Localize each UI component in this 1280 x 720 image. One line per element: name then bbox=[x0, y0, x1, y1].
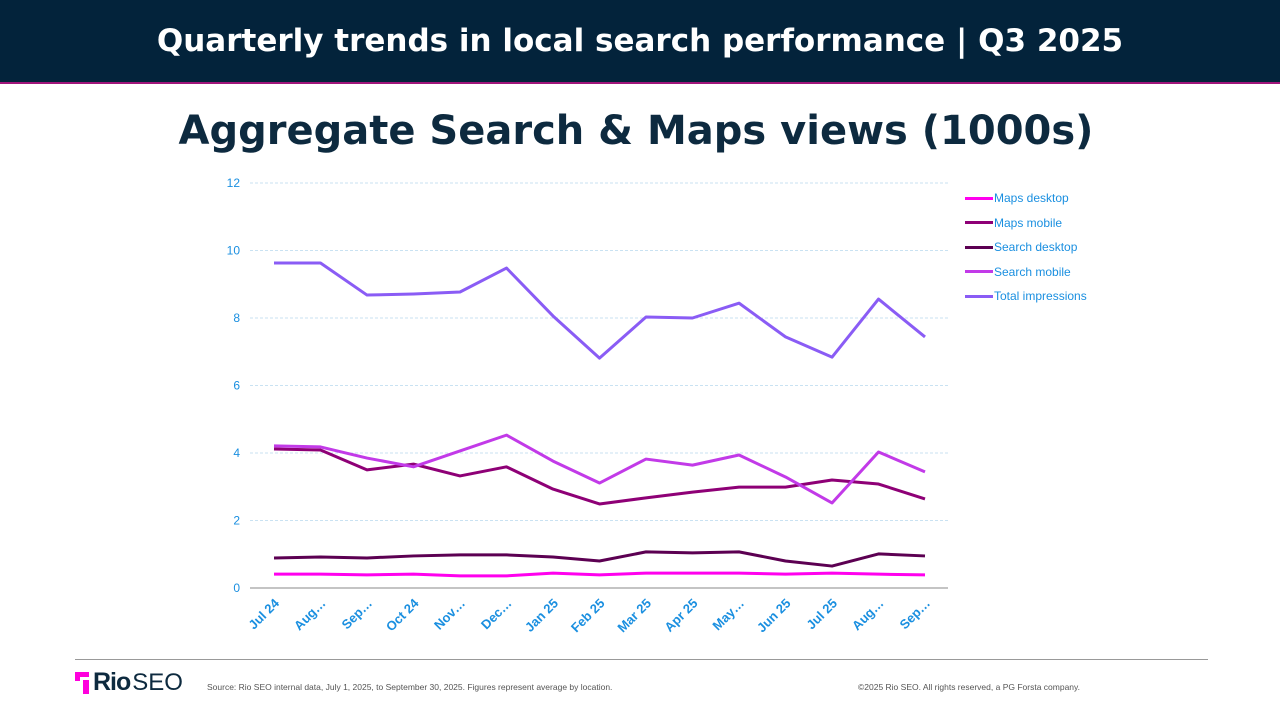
header-title: Quarterly trends in local search perform… bbox=[156, 23, 1124, 59]
x-tick-label: Feb 25 bbox=[568, 596, 608, 636]
chart-legend: Maps desktop Maps mobile Search desktop Sea… bbox=[965, 186, 1087, 309]
y-tick-label: 10 bbox=[227, 244, 241, 258]
logo-mark-icon bbox=[75, 671, 89, 694]
y-tick-label: 12 bbox=[227, 176, 241, 190]
legend-label: Search desktop bbox=[994, 240, 1078, 255]
legend-swatch bbox=[965, 270, 993, 274]
y-tick-label: 8 bbox=[233, 311, 240, 325]
legend-item: Search desktop bbox=[965, 235, 1087, 260]
y-tick-label: 4 bbox=[233, 446, 240, 460]
legend-item: Maps desktop bbox=[965, 186, 1087, 211]
x-tick-label: Aug… bbox=[849, 596, 887, 634]
series-line-search-desktop bbox=[273, 550, 926, 568]
series-line-maps-desktop bbox=[274, 571, 926, 578]
x-tick-label: Sep… bbox=[338, 596, 375, 633]
legend-swatch bbox=[965, 196, 993, 200]
rio-seo-logo: Rio SEO bbox=[75, 668, 183, 697]
x-tick-label: Aug… bbox=[291, 596, 329, 634]
legend-item: Maps mobile bbox=[965, 211, 1087, 236]
copyright-note: ©2025 Rio SEO. All rights reserved, a PG… bbox=[858, 682, 1081, 692]
chart-title: Aggregate Search & Maps views (1000s) bbox=[178, 108, 1094, 154]
legend-label: Total impressions bbox=[994, 289, 1087, 304]
x-tick-label: Oct 24 bbox=[383, 595, 422, 634]
legend-label: Maps desktop bbox=[994, 191, 1069, 206]
footer-divider bbox=[75, 659, 1208, 660]
x-tick-label: Jul 24 bbox=[245, 595, 282, 632]
x-tick-label: Sep… bbox=[896, 596, 933, 633]
y-tick-label: 0 bbox=[233, 581, 240, 595]
header-banner: Quarterly trends in local search perform… bbox=[0, 0, 1280, 84]
x-tick-label: Jan 25 bbox=[522, 596, 561, 635]
logo-seo: SEO bbox=[132, 668, 183, 696]
x-tick-label: Jul 25 bbox=[803, 596, 840, 633]
legend-swatch bbox=[965, 245, 993, 249]
legend-swatch bbox=[965, 221, 993, 225]
x-tick-label: Nov… bbox=[431, 596, 468, 633]
x-tick-label: May… bbox=[709, 596, 747, 634]
series-line-search-mobile bbox=[273, 433, 926, 505]
y-tick-label: 2 bbox=[233, 514, 240, 528]
source-note: Source: Rio SEO internal data, July 1, 2… bbox=[207, 682, 613, 692]
legend-item: Total impressions bbox=[965, 284, 1087, 309]
x-tick-label: Jun 25 bbox=[754, 596, 794, 636]
legend-swatch bbox=[965, 294, 993, 298]
x-tick-label: Apr 25 bbox=[661, 596, 700, 635]
legend-label: Search mobile bbox=[994, 264, 1071, 279]
series-line-total-impressions bbox=[274, 261, 926, 360]
legend-item: Search mobile bbox=[965, 260, 1087, 285]
logo-rio: Rio bbox=[93, 668, 131, 696]
x-tick-label: Dec… bbox=[478, 596, 515, 633]
x-tick-label: Mar 25 bbox=[614, 596, 654, 636]
series-line-maps-mobile bbox=[273, 447, 926, 506]
legend-label: Maps mobile bbox=[994, 215, 1063, 230]
y-tick-label: 6 bbox=[233, 379, 240, 393]
